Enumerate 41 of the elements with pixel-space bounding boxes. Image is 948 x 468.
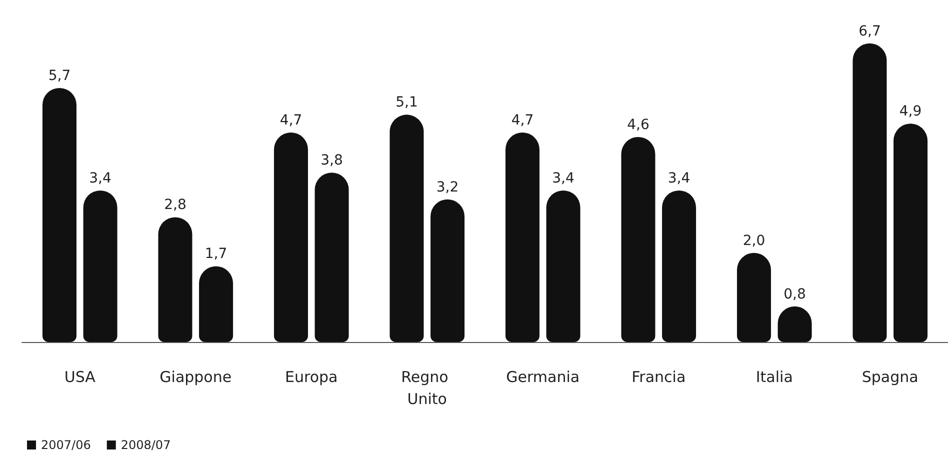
x-tick-label: USA [64,368,96,386]
legend-label: 2007/06 [41,438,91,452]
bar [852,43,887,342]
bar [546,190,580,342]
data-label: 3,4 [89,170,112,186]
bar [390,114,424,342]
x-tick-label: Germania [506,368,580,386]
data-label: 3,2 [436,179,459,196]
x-tick-label: Italia [756,368,793,386]
bar [42,88,76,342]
data-label: 4,6 [627,116,650,133]
bar [274,132,308,342]
data-label: 2,8 [164,197,186,214]
data-label: 2,0 [742,232,766,249]
x-tick-label: Spagna [862,368,918,386]
bar [736,252,771,342]
bar [158,217,192,342]
bar [314,172,349,342]
data-label: 6,7 [858,23,881,40]
bar [662,190,696,342]
data-label: 4,9 [899,104,922,120]
data-label: 0,8 [784,286,806,302]
data-label: 4,7 [280,112,302,129]
bar [894,124,928,342]
bar [505,132,540,342]
legend-label: 2008/07 [120,438,171,452]
bar [199,266,234,342]
bar [430,199,465,342]
data-label: 1,7 [204,246,228,262]
x-tick-label: Europa [285,368,338,386]
x-tick-label: Regno Unito [401,368,454,408]
data-label: 5,7 [48,68,71,84]
data-label: 3,4 [668,170,690,186]
data-label: 3,8 [320,152,343,169]
data-label: 3,4 [552,170,574,186]
bar [621,136,656,342]
x-tick-label: Giappone [160,368,232,386]
bar [83,190,118,342]
data-label: 5,1 [396,94,418,111]
data-label: 4,7 [511,112,534,129]
x-tick-label: Francia [632,368,686,386]
